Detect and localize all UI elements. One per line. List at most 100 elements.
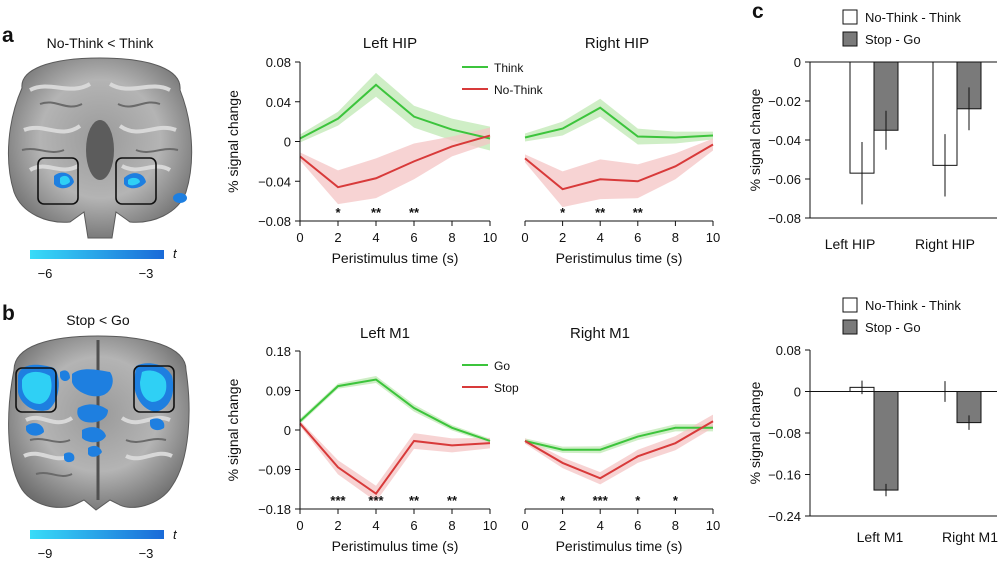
x-tick-label: 2 xyxy=(559,230,566,245)
x-axis-label: Peristimulus time (s) xyxy=(556,538,683,554)
legend-label: Stop - Go xyxy=(865,320,921,335)
colorbar-a-max: −3 xyxy=(139,266,154,281)
colorbar-b-min: −9 xyxy=(38,546,53,561)
x-tick-label: 6 xyxy=(410,230,417,245)
y-axis-label: % signal change xyxy=(747,88,763,191)
y-tick-label: 0.04 xyxy=(266,95,291,110)
x-tick-label: 2 xyxy=(334,230,341,245)
significance-stars: ** xyxy=(409,205,420,220)
x-tick-label: 6 xyxy=(634,230,641,245)
significance-stars: ** xyxy=(633,205,644,220)
y-axis-label: % signal change xyxy=(225,378,241,481)
legend-label: Stop - Go xyxy=(865,32,921,47)
y-tick-label: 0.08 xyxy=(776,343,801,358)
series-line-stop xyxy=(299,422,491,496)
category-label: Left HIP xyxy=(825,236,876,252)
series-line-go xyxy=(524,426,713,451)
y-axis-label: % signal change xyxy=(225,90,241,193)
colorbar-a-min: −6 xyxy=(38,266,53,281)
y-tick-label: 0.09 xyxy=(266,384,291,399)
x-tick-label: 8 xyxy=(672,518,679,533)
y-tick-label: 0 xyxy=(284,135,291,150)
series-line-stop xyxy=(524,420,714,480)
significance-stars: ** xyxy=(595,205,606,220)
x-tick-label: 2 xyxy=(334,518,341,533)
chart-title: Right HIP xyxy=(585,35,649,52)
y-tick-label: −0.18 xyxy=(258,502,291,517)
significance-stars: *** xyxy=(330,493,346,508)
category-label: Left M1 xyxy=(857,529,904,545)
chart-title: Right M1 xyxy=(570,325,630,342)
chart-c-hip: No-Think - Think Stop - Go −0.08 −0.06 −0.04… xyxy=(747,9,997,252)
legend-swatch xyxy=(842,297,858,313)
colorbar-a xyxy=(30,250,164,259)
y-tick-label: −0.24 xyxy=(768,509,801,524)
x-tick-label: 4 xyxy=(597,230,604,245)
x-tick-label: 0 xyxy=(296,230,303,245)
y-tick-label: 0 xyxy=(794,55,801,70)
y-tick-label: 0 xyxy=(794,385,801,400)
panel-letter-b: b xyxy=(2,302,15,325)
significance-stars: * xyxy=(635,493,641,508)
error-band-go xyxy=(300,376,490,444)
x-tick-label: 10 xyxy=(706,230,720,245)
legend-swatch xyxy=(842,319,858,335)
x-tick-label: 6 xyxy=(634,518,641,533)
y-tick-label: 0.18 xyxy=(266,344,291,359)
category-label: Right M1 xyxy=(942,529,998,545)
chart-left-m1: Left M1 0 2 4 6 8 10 Peristimulus time (s) −0.18… xyxy=(225,325,519,554)
significance-stars: ** xyxy=(447,493,458,508)
x-tick-label: 8 xyxy=(448,230,455,245)
colorbar-b xyxy=(30,530,164,539)
x-tick-label: 8 xyxy=(672,230,679,245)
x-tick-label: 10 xyxy=(483,230,497,245)
colorbar-b-max: −3 xyxy=(139,546,154,561)
y-tick-label: −0.08 xyxy=(768,211,801,226)
legend-label-go: Go xyxy=(494,359,510,373)
x-axis-label: Peristimulus time (s) xyxy=(332,250,459,266)
y-tick-label: −0.06 xyxy=(768,172,801,187)
legend-swatch xyxy=(842,31,858,47)
series-line-no-think xyxy=(299,134,491,189)
significance-stars: *** xyxy=(593,493,609,508)
y-tick-label: −0.02 xyxy=(768,94,801,109)
legend-label-no-think: No-Think xyxy=(494,83,544,97)
legend-swatch xyxy=(842,9,858,25)
x-axis-label: Peristimulus time (s) xyxy=(556,250,683,266)
error-band-go xyxy=(525,424,713,454)
colorbar-a-label: t xyxy=(173,246,178,261)
legend-label-stop: Stop xyxy=(494,381,519,395)
x-tick-label: 0 xyxy=(521,518,528,533)
bar xyxy=(873,391,899,491)
significance-stars: * xyxy=(335,205,341,220)
chart-title: Left HIP xyxy=(363,35,417,52)
chart-c-m1: No-Think - Think Stop - Go −0.24 −0.16 −0.08… xyxy=(747,297,998,545)
significance-stars: * xyxy=(673,493,679,508)
x-tick-label: 10 xyxy=(483,518,497,533)
x-tick-label: 4 xyxy=(372,230,379,245)
x-axis-label: Peristimulus time (s) xyxy=(332,538,459,554)
series-line-no-think xyxy=(524,143,714,191)
x-tick-label: 2 xyxy=(559,518,566,533)
legend-label: No-Think - Think xyxy=(865,10,961,25)
x-tick-label: 4 xyxy=(597,518,604,533)
legend-label: No-Think - Think xyxy=(865,298,961,313)
brain-b-title: Stop < Go xyxy=(66,312,130,328)
category-label: Right HIP xyxy=(915,236,975,252)
x-tick-label: 4 xyxy=(372,518,379,533)
brain-panel-a: No-Think < Think t −6 −3 xyxy=(7,35,193,281)
significance-stars: * xyxy=(560,493,566,508)
panel-letter-a: a xyxy=(2,24,14,47)
legend-label-think: Think xyxy=(494,61,524,75)
x-tick-label: 6 xyxy=(410,518,417,533)
y-tick-label: −0.08 xyxy=(258,214,291,229)
y-tick-label: −0.04 xyxy=(258,174,291,189)
series-line-go xyxy=(299,378,491,442)
significance-stars: ** xyxy=(409,493,420,508)
brain-a-image xyxy=(7,57,193,239)
brain-panel-b: Stop < Go t −9 −3 xyxy=(8,312,190,561)
panel-letter-c: c xyxy=(752,0,764,23)
colorbar-b-label: t xyxy=(173,527,178,542)
significance-stars: *** xyxy=(368,493,384,508)
